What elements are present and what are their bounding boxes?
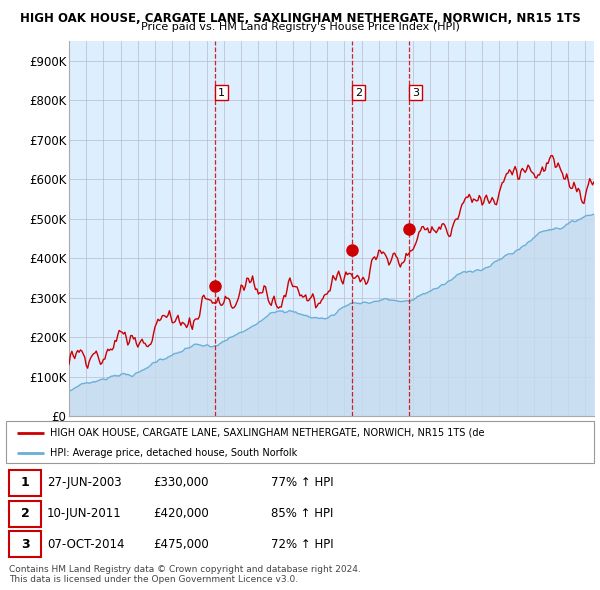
- Text: HPI: Average price, detached house, South Norfolk: HPI: Average price, detached house, Sout…: [50, 448, 298, 457]
- Text: HIGH OAK HOUSE, CARGATE LANE, SAXLINGHAM NETHERGATE, NORWICH, NR15 1TS (de: HIGH OAK HOUSE, CARGATE LANE, SAXLINGHAM…: [50, 428, 485, 438]
- Text: Price paid vs. HM Land Registry's House Price Index (HPI): Price paid vs. HM Land Registry's House …: [140, 22, 460, 32]
- Bar: [9, 500, 41, 527]
- Text: £330,000: £330,000: [153, 476, 209, 489]
- Bar: [9, 532, 41, 558]
- Text: 10-JUN-2011: 10-JUN-2011: [47, 507, 122, 520]
- Text: 77% ↑ HPI: 77% ↑ HPI: [271, 476, 333, 489]
- Text: Contains HM Land Registry data © Crown copyright and database right 2024.: Contains HM Land Registry data © Crown c…: [9, 565, 361, 574]
- Bar: [9, 470, 41, 496]
- Text: 3: 3: [412, 87, 419, 97]
- Text: 27-JUN-2003: 27-JUN-2003: [47, 476, 122, 489]
- Text: 07-OCT-2014: 07-OCT-2014: [47, 538, 125, 551]
- Text: 2: 2: [21, 507, 29, 520]
- Text: 1: 1: [21, 476, 29, 489]
- Text: 72% ↑ HPI: 72% ↑ HPI: [271, 538, 333, 551]
- Text: £475,000: £475,000: [153, 538, 209, 551]
- Text: 3: 3: [21, 538, 29, 551]
- Text: HIGH OAK HOUSE, CARGATE LANE, SAXLINGHAM NETHERGATE, NORWICH, NR15 1TS: HIGH OAK HOUSE, CARGATE LANE, SAXLINGHAM…: [20, 12, 580, 25]
- Text: £420,000: £420,000: [153, 507, 209, 520]
- Text: 2: 2: [355, 87, 362, 97]
- Text: 1: 1: [218, 87, 225, 97]
- Text: 85% ↑ HPI: 85% ↑ HPI: [271, 507, 333, 520]
- Text: This data is licensed under the Open Government Licence v3.0.: This data is licensed under the Open Gov…: [9, 575, 298, 584]
